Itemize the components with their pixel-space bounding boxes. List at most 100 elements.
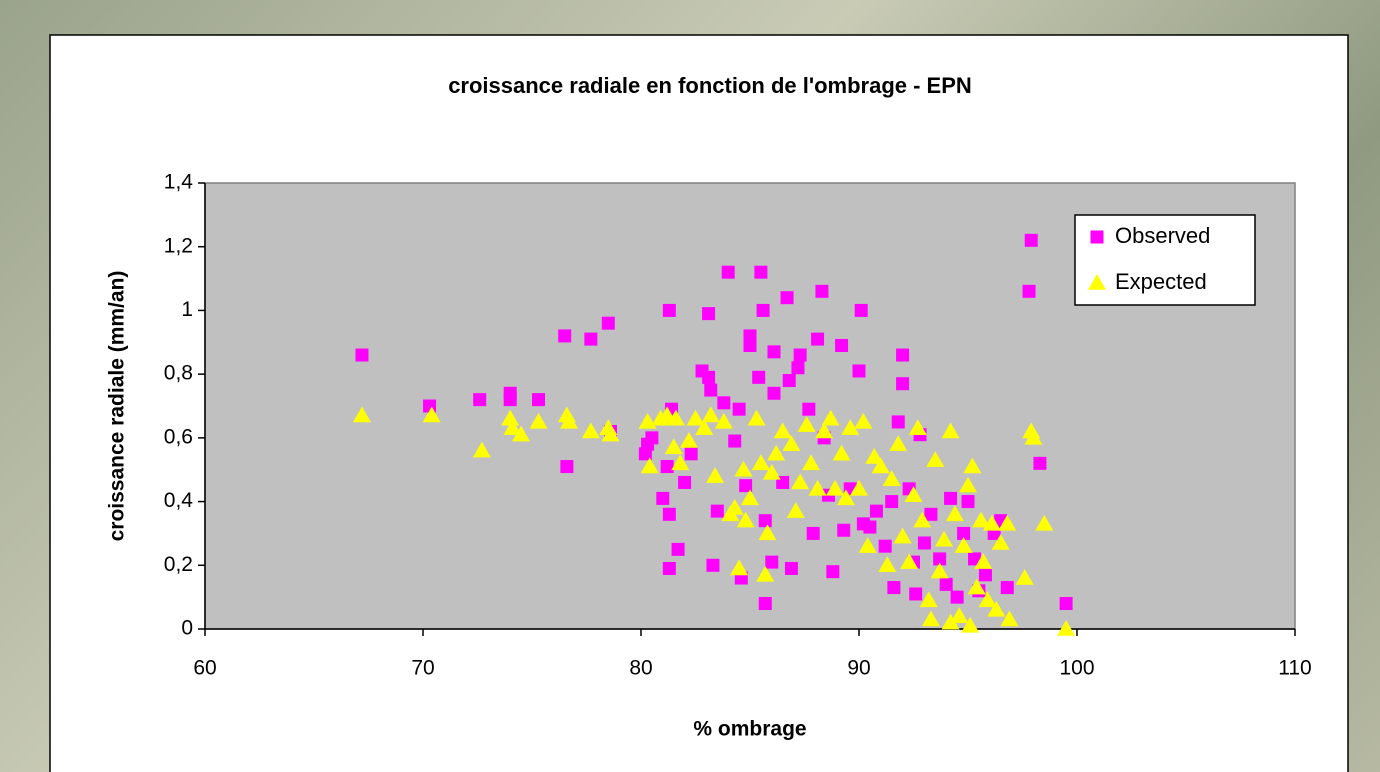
point — [791, 361, 805, 375]
point — [702, 370, 716, 384]
point — [702, 307, 716, 321]
point — [882, 470, 901, 487]
point — [941, 613, 960, 630]
point — [756, 565, 775, 582]
point — [352, 406, 371, 423]
legend-box — [1074, 214, 1256, 306]
point — [806, 526, 820, 540]
point — [836, 489, 855, 506]
y-tick-label: 0,2 — [164, 553, 193, 576]
point — [472, 441, 491, 458]
point — [909, 587, 923, 601]
point — [706, 467, 725, 483]
point — [930, 562, 949, 579]
point — [858, 537, 877, 553]
point — [869, 504, 883, 518]
point — [991, 533, 1010, 550]
point — [913, 511, 932, 528]
point — [808, 479, 827, 496]
point — [885, 495, 899, 509]
point — [717, 396, 731, 410]
point — [1059, 597, 1073, 611]
point — [850, 479, 868, 496]
point — [532, 393, 546, 407]
point — [767, 345, 781, 359]
point — [714, 412, 733, 429]
point — [725, 498, 744, 515]
point — [754, 265, 768, 279]
point — [1015, 569, 1034, 585]
point — [1057, 620, 1076, 636]
point — [695, 419, 714, 436]
point — [706, 558, 720, 572]
point — [734, 460, 753, 477]
legend-label: Observed — [1115, 223, 1210, 248]
point — [773, 422, 792, 439]
point — [865, 447, 884, 464]
point — [978, 568, 992, 582]
point — [662, 507, 676, 521]
point — [896, 377, 910, 391]
y-tick-label: 0,6 — [164, 425, 193, 448]
point — [558, 329, 572, 343]
point — [671, 542, 685, 556]
point — [656, 491, 670, 505]
point — [793, 348, 807, 362]
x-tick-label: 90 — [847, 657, 870, 680]
y-tick-label: 0 — [181, 617, 193, 640]
point — [786, 502, 805, 518]
point — [954, 537, 973, 553]
point — [998, 514, 1017, 531]
point — [802, 454, 821, 471]
point — [908, 419, 927, 436]
point — [645, 431, 659, 445]
point — [821, 409, 840, 426]
chart-title: croissance radiale en fonction de l'ombr… — [448, 73, 972, 98]
y-tick-label: 1 — [181, 298, 193, 321]
point — [891, 415, 905, 429]
point — [835, 338, 849, 352]
point — [422, 406, 441, 423]
point — [560, 412, 579, 429]
point — [767, 444, 786, 461]
point — [904, 486, 923, 502]
point — [926, 451, 945, 467]
point — [941, 422, 960, 439]
point — [887, 581, 901, 595]
point — [743, 338, 757, 352]
point — [924, 507, 938, 521]
point — [638, 412, 657, 429]
point — [601, 316, 615, 330]
point — [710, 504, 724, 518]
point — [863, 520, 877, 534]
point — [1022, 284, 1036, 298]
point — [935, 530, 954, 547]
legend-marker — [1088, 274, 1106, 290]
point — [581, 422, 600, 439]
point — [852, 364, 866, 378]
point — [686, 409, 705, 426]
point — [797, 416, 816, 432]
point — [560, 460, 574, 474]
point — [944, 491, 958, 505]
point — [950, 590, 964, 604]
x-tick-label: 60 — [193, 657, 216, 680]
point — [1033, 456, 1047, 470]
point — [782, 435, 801, 451]
point — [1000, 610, 1019, 627]
point — [752, 370, 766, 384]
point — [512, 425, 531, 442]
point — [961, 616, 980, 633]
point — [950, 607, 969, 624]
point — [802, 402, 816, 416]
point — [900, 553, 919, 569]
legend-label: Expected — [1115, 269, 1207, 294]
point — [837, 523, 851, 537]
point — [893, 527, 912, 544]
point — [751, 454, 770, 471]
point — [503, 393, 517, 407]
point — [832, 444, 851, 461]
point — [1024, 428, 1043, 445]
point — [972, 511, 991, 528]
point — [671, 454, 690, 471]
